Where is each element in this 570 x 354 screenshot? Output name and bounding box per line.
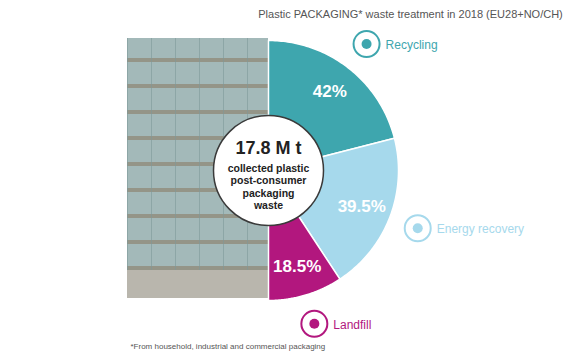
svg-text:18.5%: 18.5% (273, 257, 321, 276)
svg-text:42%: 42% (313, 82, 347, 101)
svg-text:Plastic PACKAGING* waste treat: Plastic PACKAGING* waste treatment in 20… (258, 8, 563, 20)
svg-text:17.8 M t: 17.8 M t (235, 138, 301, 158)
svg-text:collected plastic: collected plastic (228, 162, 310, 174)
svg-text:waste: waste (253, 199, 283, 211)
svg-text:39.5%: 39.5% (338, 197, 386, 216)
svg-text:post-consumer: post-consumer (231, 174, 307, 186)
svg-text:packaging: packaging (243, 187, 295, 199)
svg-text:Energy recovery: Energy recovery (437, 222, 524, 236)
svg-text:*From household, industrial an: *From household, industrial and commerci… (131, 342, 326, 351)
svg-text:Landfill: Landfill (333, 318, 371, 332)
svg-text:Recycling: Recycling (386, 38, 438, 52)
